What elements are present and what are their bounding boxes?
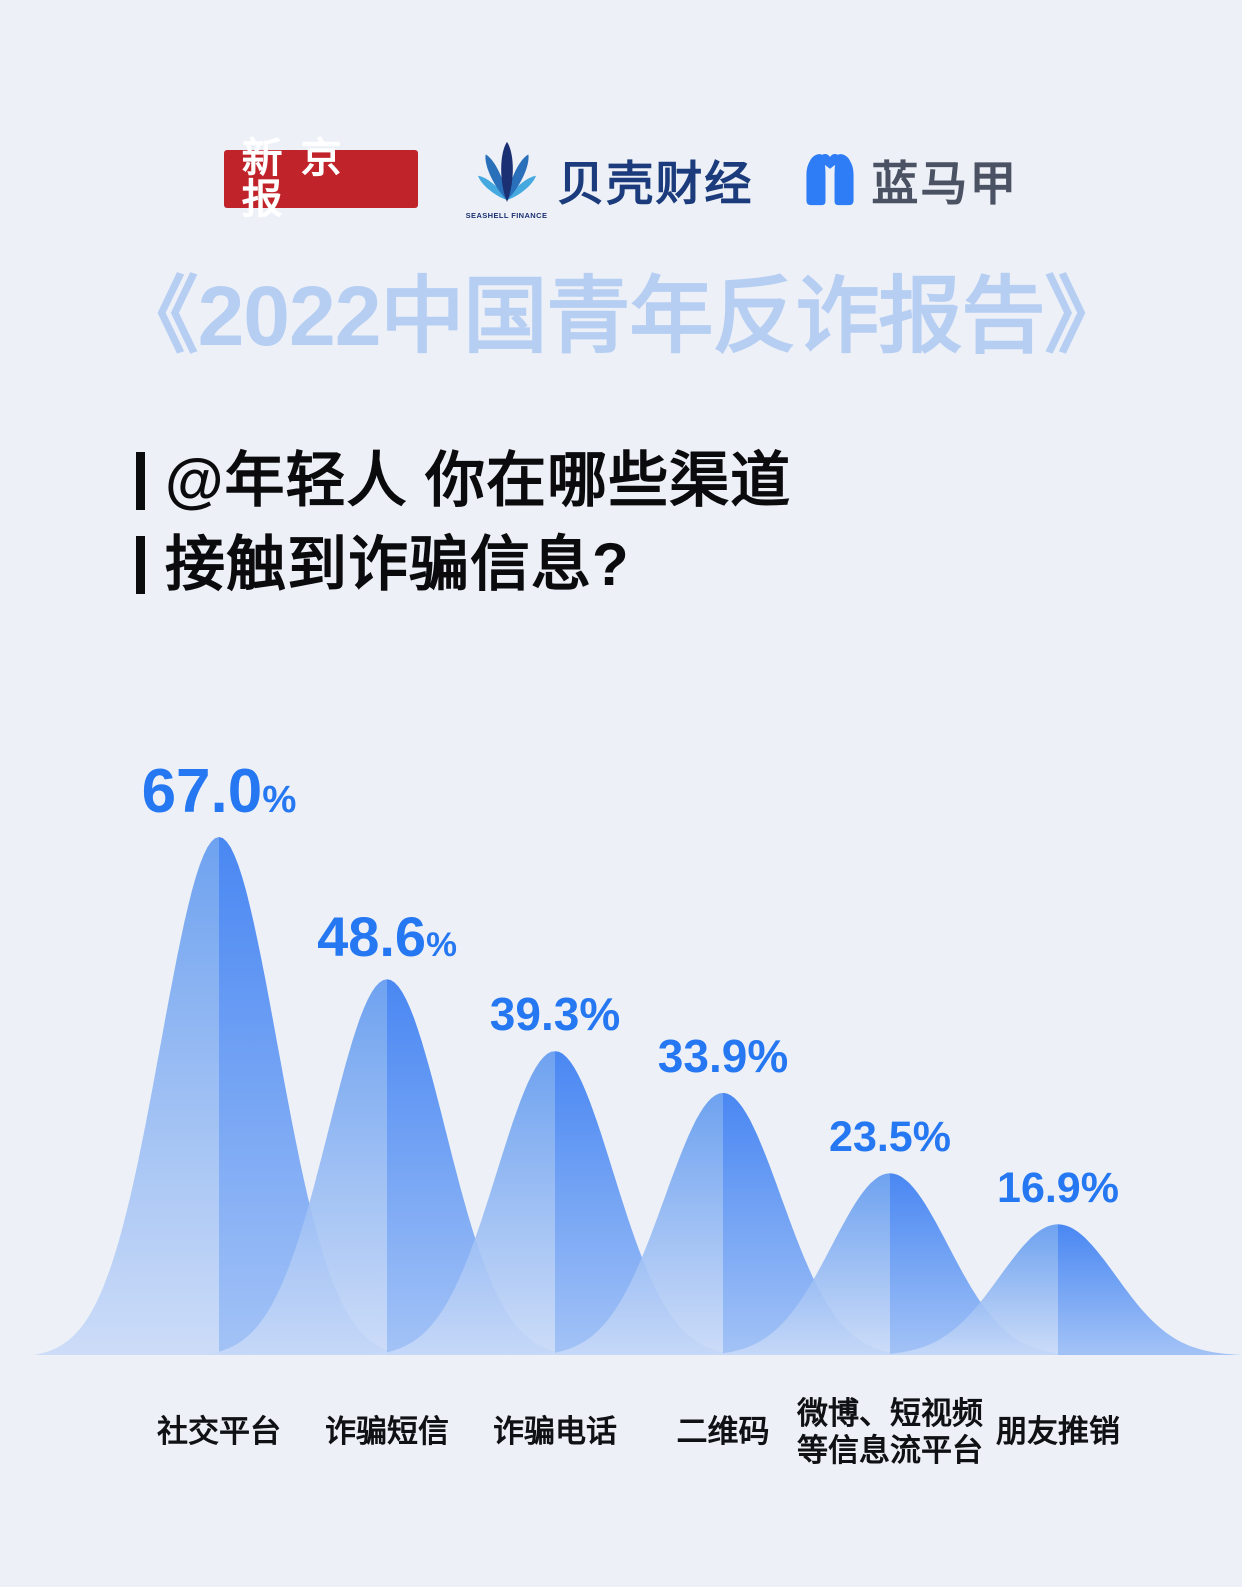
bell-curve-left-2 [370,1051,555,1355]
lanmajia-label: 蓝马甲 [871,156,1019,210]
question-line-1: @年轻人 你在哪些渠道 [136,448,791,514]
report-title: 《2022中国青年反诈报告》 [114,269,1129,363]
xinjingbao-logo-text: 新京报 [241,135,360,222]
percent-sign: % [747,1029,789,1082]
bell-chart: 67.0% 社交平台 48.6% 诈骗短信 39.3% 诈骗电话 33.9% 二维码 23.5%… [0,700,1242,1500]
category-label-2: 诈骗电话 [493,1414,617,1450]
bell-curve-left-0 [34,837,219,1355]
bell-curve-right-3 [723,1092,908,1355]
bell-curve-right-1 [387,979,572,1355]
seashell-finance-logo: SEASHELL FINANCE 贝壳财经 [466,138,754,220]
category-label-4: 微博、短视频 等信息流平台 [797,1395,983,1468]
value-number: 33.9 [657,1029,748,1082]
value-number: 48.6 [317,905,427,969]
bell-curve-right-5 [1058,1224,1242,1355]
value-number: 23.5 [829,1113,913,1162]
value-label-2: 39.3% [490,991,620,1037]
seashell-cn-label: 贝壳财经 [557,156,754,210]
percent-sign: % [912,1113,951,1162]
value-label-3: 33.9% [658,1033,788,1079]
bell-curves-svg [34,837,1242,1355]
value-number: 39.3 [489,988,580,1041]
category-label-5: 朋友推销 [996,1414,1120,1450]
bell-curve-left-1 [202,979,387,1355]
value-label-0: 67.0% [142,761,297,823]
bell-curve-left-4 [705,1173,890,1355]
value-number: 67.0 [141,757,263,826]
value-label-4: 23.5% [829,1116,951,1159]
lanmajia-logo: 蓝马甲 [801,145,1018,214]
value-number: 16.9 [997,1164,1081,1213]
question-line-2: 接触到诈骗信息? [136,532,791,598]
bell-curve-left-3 [538,1092,723,1355]
header-logos: 新京报 SEASHELL FINANCE 贝壳财经 [0,138,1242,220]
percent-sign: % [262,778,297,821]
xinjingbao-logo: 新京报 [223,138,418,220]
bell-curve-right-0 [219,837,404,1355]
bell-curve-left-5 [873,1224,1058,1355]
percent-sign: % [1080,1164,1119,1213]
category-label-3: 二维码 [676,1414,770,1450]
seashell-icon [470,138,544,209]
percent-sign: % [579,988,621,1041]
question-bar [136,536,145,594]
bell-curve-right-2 [555,1051,740,1355]
blue-vest-icon [801,146,859,213]
percent-sign: % [426,926,457,965]
value-label-1: 48.6% [317,909,457,965]
question-block: @年轻人 你在哪些渠道 接触到诈骗信息? [136,448,791,616]
seashell-en-label: SEASHELL FINANCE [465,211,548,220]
question-bar [136,452,145,510]
bell-curve-right-4 [890,1173,1075,1355]
category-label-1: 诈骗短信 [325,1414,449,1450]
value-label-5: 16.9% [997,1167,1119,1210]
category-label-0: 社交平台 [157,1414,281,1450]
